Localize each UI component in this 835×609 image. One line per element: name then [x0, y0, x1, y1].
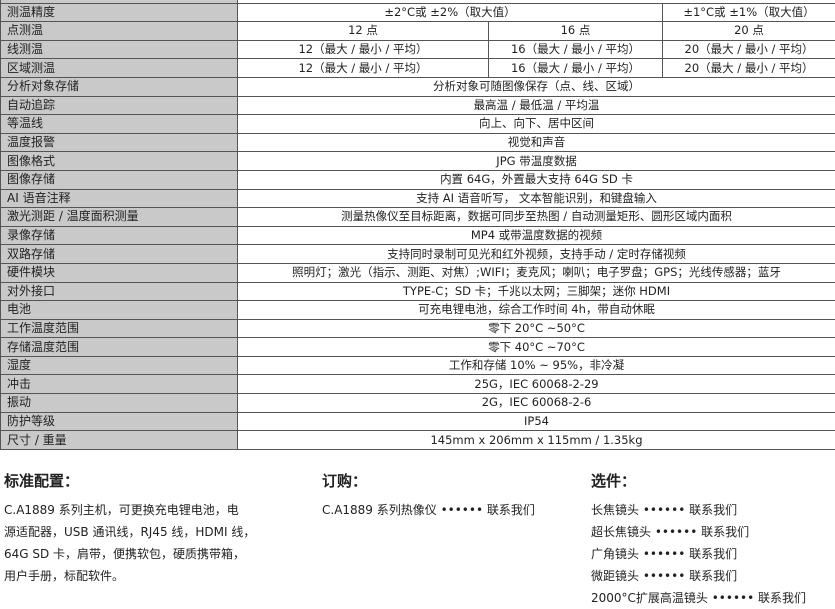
spec-value: 20（最大 / 最小 / 平均）: [663, 40, 835, 59]
spec-value: IP54: [238, 412, 835, 431]
spec-label: 尺寸 / 重量: [1, 431, 238, 450]
spec-label: 冲击: [1, 375, 238, 394]
standard-config-line: C.A1889 系列主机，可更换充电锂电池，电: [4, 499, 304, 521]
spec-label: 存储温度范围: [1, 338, 238, 357]
spec-label: 工作温度范围: [1, 319, 238, 338]
spec-value: 向上、向下、居中区间: [238, 115, 835, 134]
spec-value: 20（最大 / 最小 / 平均）: [663, 59, 835, 78]
spec-value: 145mm x 206mm x 115mm / 1.35kg: [238, 431, 835, 450]
spec-label: 防护等级: [1, 412, 238, 431]
spec-label: 图像格式: [1, 152, 238, 171]
spec-label: 温度报警: [1, 133, 238, 152]
standard-config-line: 64G SD 卡，肩带，便携软包，硬质携带箱，: [4, 543, 304, 565]
standard-config-line: 用户手册，标配软件。: [4, 565, 304, 587]
spec-label: 录像存储: [1, 226, 238, 245]
spec-label: 区域测温: [1, 59, 238, 78]
spec-label: 图像存储: [1, 170, 238, 189]
option-item: 微距镜头 •••••• 联系我们: [591, 565, 835, 587]
spec-label: AI 语音注释: [1, 189, 238, 208]
spec-row: 自动追踪最高温 / 最低温 / 平均温: [1, 96, 835, 115]
spec-row: 硬件模块照明灯；激光（指示、测距、对焦）;WIFI；麦克风；喇叭；电子罗盘；GP…: [1, 263, 835, 282]
spec-value: MP4 或带温度数据的视频: [238, 226, 835, 245]
spec-row: 图像存储内置 64G，外置最大支持 64G SD 卡: [1, 170, 835, 189]
spec-value: 16（最大 / 最小 / 平均）: [489, 59, 663, 78]
options-section: 选件： 长焦镜头 •••••• 联系我们 超长焦镜头 •••••• 联系我们 广…: [591, 470, 835, 609]
order-title: 订购：: [322, 470, 582, 491]
spec-row: 双路存储支持同时录制可见光和红外视频，支持手动 / 定时存储视频: [1, 245, 835, 264]
order-section: 订购： C.A1889 系列热像仪 •••••• 联系我们: [322, 470, 582, 521]
spec-label: 双路存储: [1, 245, 238, 264]
spec-value: 视觉和声音: [238, 133, 835, 152]
spec-label: 振动: [1, 394, 238, 413]
spec-value: 20 点: [663, 22, 835, 41]
spec-value: 2G，IEC 60068-2-6: [238, 394, 835, 413]
spec-value: ±2°C或 ±2%（取大值）: [238, 3, 663, 22]
spec-row: 湿度工作和存储 10% ~ 95%，非冷凝: [1, 356, 835, 375]
spec-value: 16 点: [489, 22, 663, 41]
spec-row: 测温精度±2°C或 ±2%（取大值）±1°C或 ±1%（取大值）: [1, 3, 835, 22]
spec-value: 16（最大 / 最小 / 平均）: [489, 40, 663, 59]
spec-value: 照明灯；激光（指示、测距、对焦）;WIFI；麦克风；喇叭；电子罗盘；GPS；光线…: [238, 263, 835, 282]
spec-label: 等温线: [1, 115, 238, 134]
spec-value: 12（最大 / 最小 / 平均）: [238, 59, 489, 78]
option-item: 广角镜头 •••••• 联系我们: [591, 543, 835, 565]
order-line: C.A1889 系列热像仪 •••••• 联系我们: [322, 499, 582, 521]
spec-row: 分析对象存储分析对象可随图像保存（点、线、区域）: [1, 77, 835, 96]
spec-label: 硬件模块: [1, 263, 238, 282]
standard-config-section: 标准配置： C.A1889 系列主机，可更换充电锂电池，电 源适配器，USB 通…: [4, 470, 304, 587]
spec-value: 内置 64G，外置最大支持 64G SD 卡: [238, 170, 835, 189]
spec-row: 电池可充电锂电池，综合工作时间 4h，带自动休眠: [1, 301, 835, 320]
standard-config-line: 源适配器，USB 通讯线，RJ45 线，HDMI 线，: [4, 521, 304, 543]
spec-value: 零下 20°C ~50°C: [238, 319, 835, 338]
spec-label: 对外接口: [1, 282, 238, 301]
spec-row: AI 语音注释支持 AI 语音听写， 文本智能识别，和键盘输入: [1, 189, 835, 208]
standard-config-title: 标准配置：: [4, 470, 304, 491]
spec-value: 分析对象可随图像保存（点、线、区域）: [238, 77, 835, 96]
spec-value: TYPE-C；SD 卡；千兆以太网；三脚架；迷你 HDMI: [238, 282, 835, 301]
option-item: 超长焦镜头 •••••• 联系我们: [591, 521, 835, 543]
spec-label: 点测温: [1, 22, 238, 41]
spec-value: 可充电锂电池，综合工作时间 4h，带自动休眠: [238, 301, 835, 320]
spec-label: 线测温: [1, 40, 238, 59]
spec-value: 支持 AI 语音听写， 文本智能识别，和键盘输入: [238, 189, 835, 208]
spec-value: 工作和存储 10% ~ 95%，非冷凝: [238, 356, 835, 375]
spec-row: 存储温度范围零下 40°C ~70°C: [1, 338, 835, 357]
spec-value: JPG 带温度数据: [238, 152, 835, 171]
option-item: 长焦镜头 •••••• 联系我们: [591, 499, 835, 521]
spec-value: 12 点: [238, 22, 489, 41]
spec-value: 测量热像仪至目标距离，数据可同步至热图 / 自动测量矩形、圆形区域内面积: [238, 208, 835, 227]
spec-row: 激光测距 / 温度面积测量测量热像仪至目标距离，数据可同步至热图 / 自动测量矩…: [1, 208, 835, 227]
option-item: 2000°C扩展高温镜头 •••••• 联系我们: [591, 587, 835, 609]
options-title: 选件：: [591, 470, 835, 491]
spec-value: ±1°C或 ±1%（取大值）: [663, 3, 835, 22]
spec-value: 最高温 / 最低温 / 平均温: [238, 96, 835, 115]
spec-label: 自动追踪: [1, 96, 238, 115]
spec-row: 工作温度范围零下 20°C ~50°C: [1, 319, 835, 338]
spec-value: 12（最大 / 最小 / 平均）: [238, 40, 489, 59]
spec-value: 25G，IEC 60068-2-29: [238, 375, 835, 394]
spec-label: 测温精度: [1, 3, 238, 22]
spec-value: 零下 40°C ~70°C: [238, 338, 835, 357]
spec-label: 激光测距 / 温度面积测量: [1, 208, 238, 227]
spec-label: 分析对象存储: [1, 77, 238, 96]
spec-row: 等温线向上、向下、居中区间: [1, 115, 835, 134]
spec-value: 支持同时录制可见光和红外视频，支持手动 / 定时存储视频: [238, 245, 835, 264]
spec-row: 温度报警视觉和声音: [1, 133, 835, 152]
spec-label: 电池: [1, 301, 238, 320]
spec-label: 湿度: [1, 356, 238, 375]
